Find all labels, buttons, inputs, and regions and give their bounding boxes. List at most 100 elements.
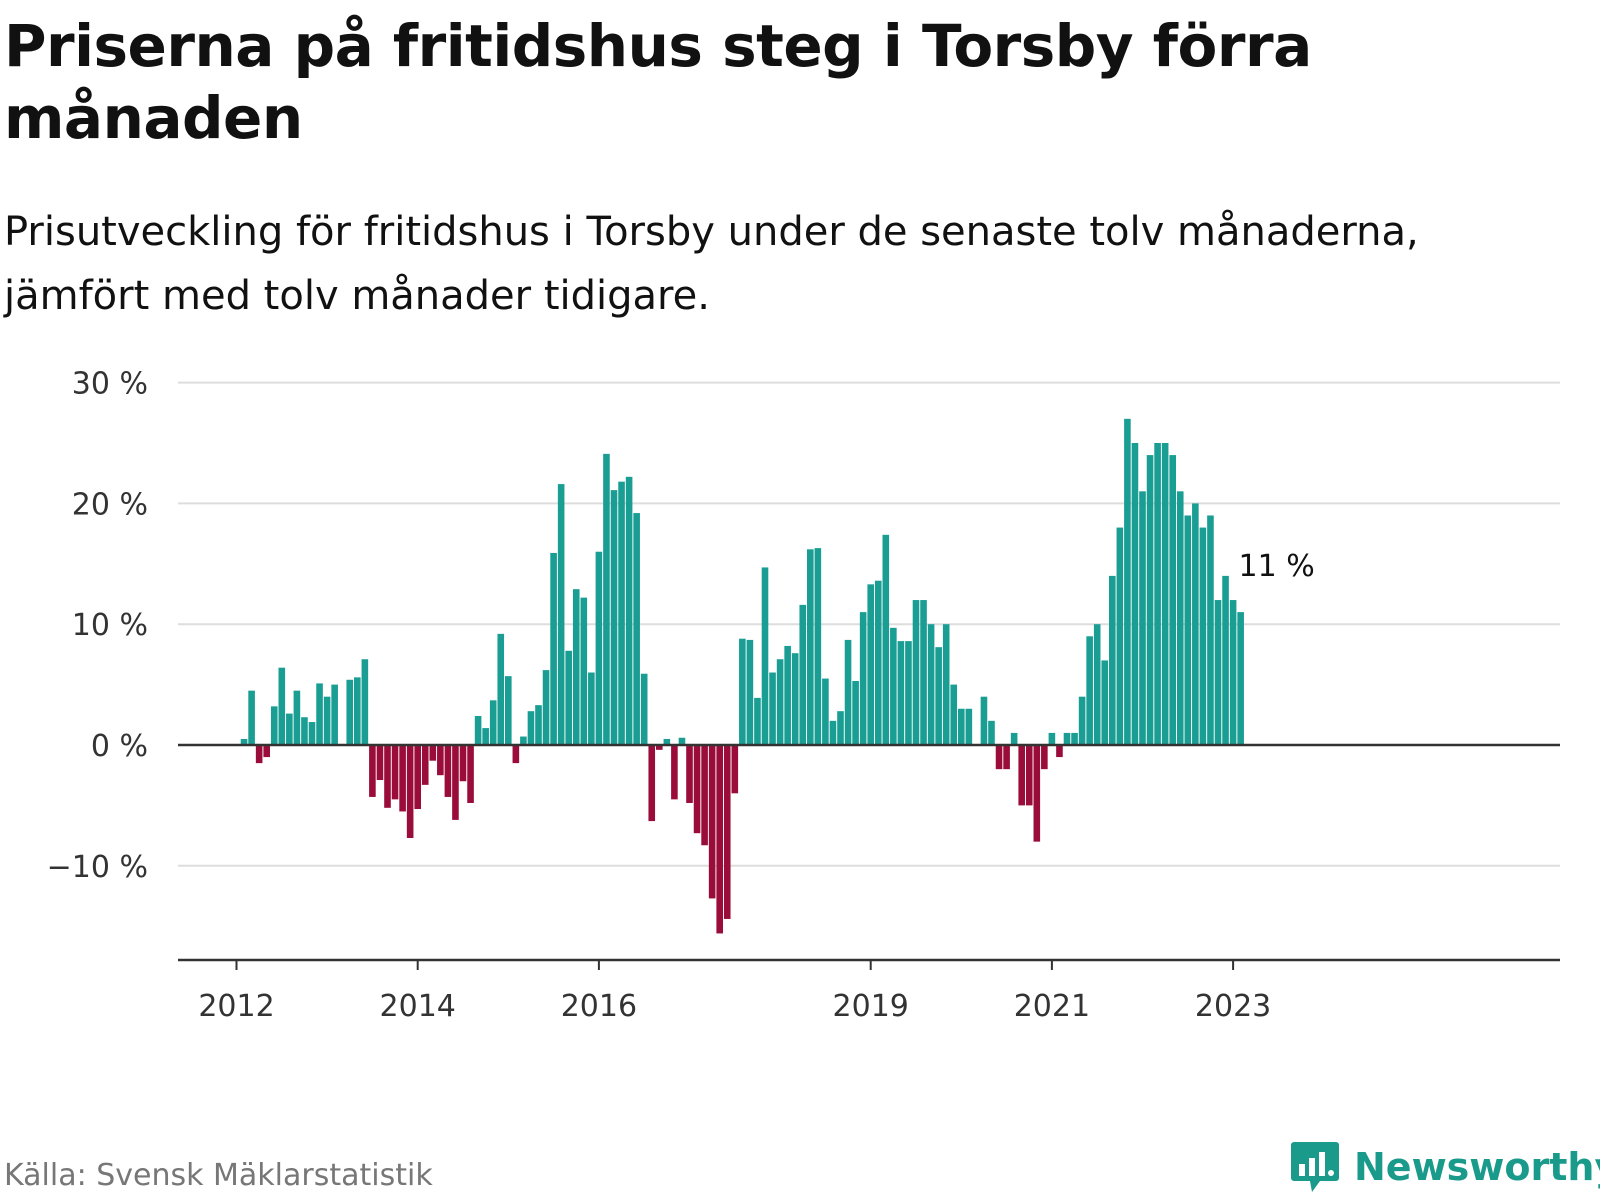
bar xyxy=(414,745,421,810)
bar xyxy=(444,745,452,797)
bar xyxy=(723,745,731,919)
bar xyxy=(769,672,776,745)
bar xyxy=(497,633,505,745)
bar xyxy=(950,684,958,745)
bar xyxy=(791,653,799,745)
bar xyxy=(316,683,323,745)
brand-name: Newsworthy xyxy=(1354,1145,1600,1189)
bar xyxy=(323,696,331,745)
bar xyxy=(384,745,391,808)
bar xyxy=(1131,443,1139,745)
bar xyxy=(731,745,739,794)
bar xyxy=(912,600,920,745)
bar xyxy=(588,672,595,745)
bar xyxy=(512,745,520,764)
bar xyxy=(535,705,542,745)
bar xyxy=(920,600,927,745)
y-tick-label: 20 % xyxy=(72,487,148,522)
bar xyxy=(988,720,995,745)
bar xyxy=(240,738,248,745)
bar xyxy=(829,720,837,745)
bar xyxy=(489,700,497,745)
last-value-label: 11 % xyxy=(1239,549,1315,584)
bar xyxy=(1229,600,1237,745)
bar xyxy=(1154,443,1161,745)
x-tick-label: 2023 xyxy=(1195,989,1271,1024)
bar xyxy=(678,737,686,745)
bar xyxy=(1109,575,1116,745)
bar xyxy=(867,584,874,745)
bar xyxy=(331,684,338,745)
bar xyxy=(837,711,844,745)
bar xyxy=(1048,732,1056,745)
bar xyxy=(520,736,527,745)
bar xyxy=(656,745,663,750)
bar xyxy=(1033,745,1041,842)
bar xyxy=(557,484,565,745)
bar xyxy=(1116,527,1124,745)
bar xyxy=(293,690,301,745)
bar xyxy=(671,745,678,800)
chart-subtitle: Prisutveckling för fritidshus i Torsby u… xyxy=(4,209,1419,319)
x-tick-label: 2021 xyxy=(1014,989,1090,1024)
bar xyxy=(301,717,308,745)
bar xyxy=(935,647,942,745)
bar xyxy=(1003,745,1010,770)
bar xyxy=(572,589,580,745)
bar xyxy=(459,745,467,782)
bar xyxy=(550,552,557,745)
brand-logo: Newsworthy xyxy=(1290,1140,1600,1194)
bar xyxy=(761,567,769,745)
chart-title: Priserna på fritidshus steg i Torsby för… xyxy=(4,12,1312,152)
bar xyxy=(618,481,625,745)
bar xyxy=(565,650,572,745)
newsworthy-logo-icon xyxy=(1291,1142,1339,1192)
bar xyxy=(942,624,950,745)
bar xyxy=(610,490,618,745)
bar xyxy=(807,549,814,745)
bar xyxy=(1199,527,1207,745)
bar xyxy=(437,745,444,776)
bar xyxy=(467,745,474,803)
bar xyxy=(625,476,633,745)
bar xyxy=(308,722,316,745)
bar xyxy=(278,667,286,745)
bar xyxy=(784,645,791,745)
bar xyxy=(527,711,535,745)
bar xyxy=(505,676,512,745)
bar xyxy=(897,641,905,745)
bar xyxy=(1176,491,1184,745)
bar xyxy=(361,659,369,745)
bar xyxy=(1101,660,1109,745)
bar xyxy=(890,627,897,745)
bar xyxy=(1222,575,1229,745)
x-tick-label: 2012 xyxy=(198,989,274,1024)
bar xyxy=(1071,732,1078,745)
bar xyxy=(701,745,708,846)
bar xyxy=(580,597,588,745)
bar xyxy=(429,745,437,761)
bar xyxy=(746,639,754,745)
x-tick-label: 2019 xyxy=(833,989,909,1024)
bar xyxy=(421,745,429,785)
bar xyxy=(270,706,278,745)
y-tick-label: 0 % xyxy=(91,729,148,764)
bar xyxy=(882,534,890,745)
bar xyxy=(905,641,912,745)
bar xyxy=(1041,745,1048,770)
bar xyxy=(927,624,935,745)
bar xyxy=(995,745,1003,770)
y-tick-label: 10 % xyxy=(72,608,148,643)
bar xyxy=(354,677,361,745)
bar xyxy=(693,745,701,834)
bar xyxy=(346,679,354,745)
bar xyxy=(1078,696,1086,745)
bar xyxy=(263,745,270,758)
bar xyxy=(1139,491,1146,745)
x-tick-label: 2016 xyxy=(561,989,637,1024)
bar xyxy=(716,745,723,934)
bar xyxy=(776,659,784,745)
bar xyxy=(1124,418,1131,745)
bar xyxy=(286,713,293,745)
bar xyxy=(542,670,550,745)
